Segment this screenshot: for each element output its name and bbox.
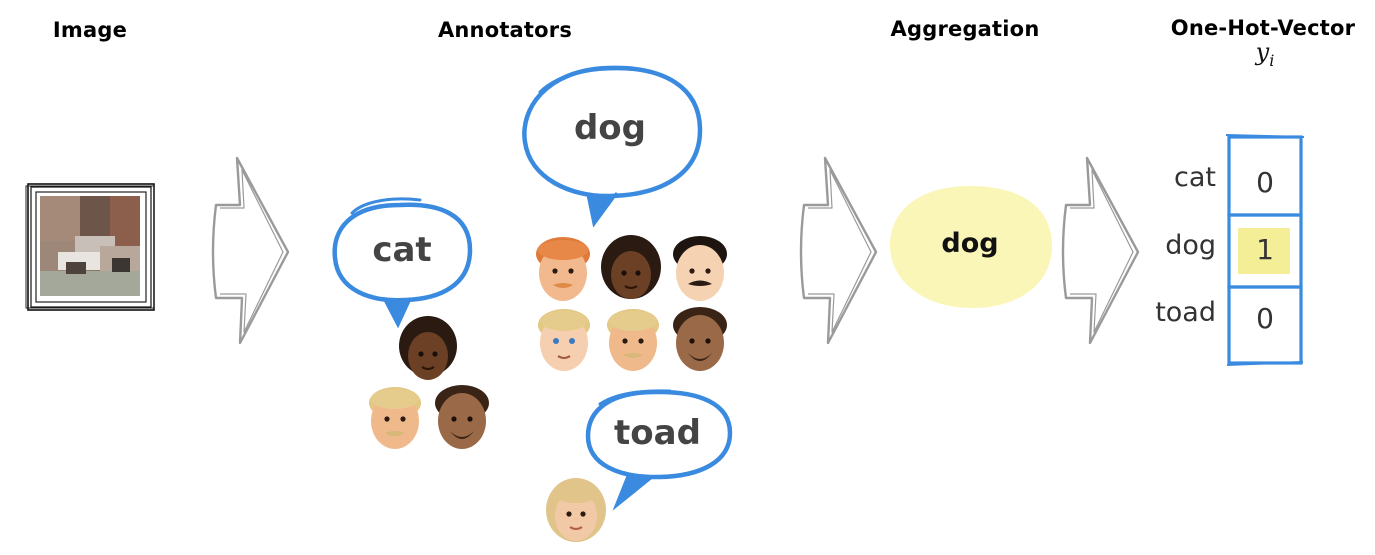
annotator-face-cat-1 — [399, 316, 457, 380]
arrow-1 — [211, 156, 290, 345]
annotator-face-dog-5 — [607, 309, 659, 371]
aggregation-header: Aggregation — [890, 17, 1040, 41]
one-hot-symbol: yi — [1240, 38, 1290, 70]
annotator-face-dog-2 — [601, 235, 661, 299]
vector-highlight — [1238, 228, 1290, 274]
input-image — [25, 183, 155, 311]
image-header: Image — [52, 18, 128, 42]
cat-bubble — [332, 197, 473, 329]
arrow-3 — [1061, 156, 1140, 345]
dog-bubble-label: dog — [573, 108, 647, 148]
cat-bubble-label: cat — [372, 230, 432, 270]
aggregation-label: dog — [941, 228, 999, 259]
one-hot-header: One-Hot-Vector — [1170, 16, 1356, 40]
toad-bubble-label: toad — [614, 413, 701, 453]
annotator-face-cat-2 — [369, 387, 421, 449]
one-hot-symbol-y: y — [1255, 38, 1270, 66]
aggregation-blob — [890, 186, 1052, 308]
dog-bubble — [522, 65, 703, 228]
vector-label-cat: cat — [1174, 162, 1216, 193]
annotator-face-dog-3 — [673, 236, 727, 301]
annotator-face-cat-3 — [435, 385, 489, 449]
annotator-face-dog-4 — [538, 309, 590, 371]
annotators-header: Annotators — [437, 18, 573, 42]
annotator-face-dog-6 — [673, 307, 727, 371]
annotator-face-dog-1 — [536, 237, 590, 301]
one-hot-vector — [1225, 134, 1305, 366]
vector-value-toad: 0 — [1256, 302, 1274, 335]
vector-label-dog: dog — [1165, 230, 1216, 261]
input-image-photo — [40, 196, 140, 296]
vector-label-toad: toad — [1155, 297, 1216, 328]
one-hot-symbol-index: i — [1269, 50, 1275, 70]
vector-value-cat: 0 — [1256, 166, 1274, 199]
annotator-face-toad-1 — [546, 478, 606, 542]
arrow-2 — [799, 156, 878, 345]
toad-bubble — [585, 389, 733, 511]
vector-value-dog: 1 — [1256, 233, 1274, 266]
